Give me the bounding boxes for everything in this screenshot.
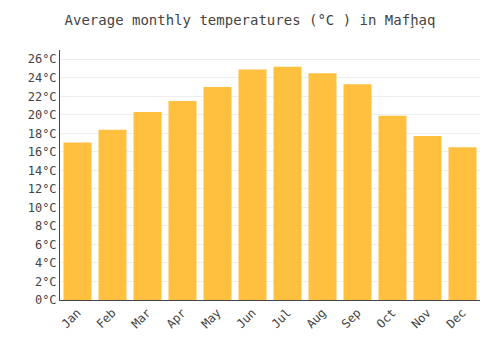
- svg-text:24°C: 24°C: [28, 71, 57, 85]
- svg-text:Apr: Apr: [164, 306, 189, 331]
- svg-text:Oct: Oct: [374, 306, 399, 331]
- svg-text:10°C: 10°C: [28, 201, 57, 215]
- svg-text:18°C: 18°C: [28, 127, 57, 141]
- svg-text:Aug: Aug: [304, 306, 329, 331]
- svg-text:Jul: Jul: [269, 306, 294, 331]
- svg-text:0°C: 0°C: [35, 293, 57, 307]
- svg-text:Sep: Sep: [339, 306, 364, 331]
- svg-text:Mar: Mar: [129, 306, 154, 331]
- svg-text:Feb: Feb: [94, 306, 119, 331]
- svg-text:20°C: 20°C: [28, 108, 57, 122]
- svg-text:Dec: Dec: [444, 306, 469, 331]
- svg-text:Average monthly temperatures (: Average monthly temperatures (°C ) in Ma…: [65, 12, 436, 29]
- svg-text:12°C: 12°C: [28, 182, 57, 196]
- svg-text:4°C: 4°C: [35, 256, 57, 270]
- svg-text:Jun: Jun: [234, 306, 259, 331]
- svg-text:14°C: 14°C: [28, 164, 57, 178]
- svg-text:26°C: 26°C: [28, 52, 57, 66]
- svg-text:Nov: Nov: [409, 306, 434, 331]
- svg-text:May: May: [199, 306, 224, 331]
- svg-text:6°C: 6°C: [35, 238, 57, 252]
- svg-text:22°C: 22°C: [28, 90, 57, 104]
- svg-text:8°C: 8°C: [35, 219, 57, 233]
- svg-text:Jan: Jan: [59, 306, 84, 331]
- svg-text:2°C: 2°C: [35, 275, 57, 289]
- svg-text:16°C: 16°C: [28, 145, 57, 159]
